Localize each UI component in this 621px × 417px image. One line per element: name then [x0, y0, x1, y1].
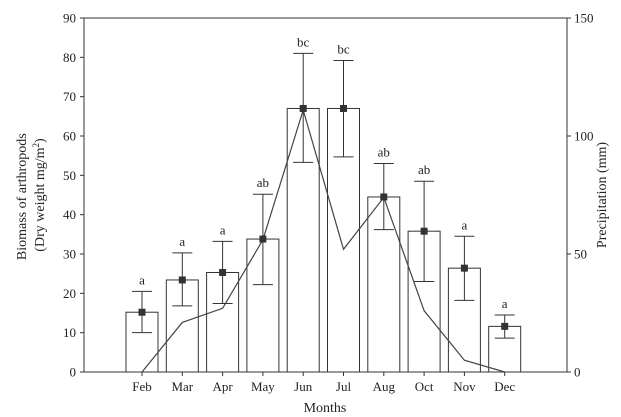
- mean-point-apr: [219, 268, 227, 276]
- y-tick-label-30: 30: [63, 247, 76, 262]
- y2-tick-label-50: 50: [574, 247, 587, 262]
- y-tick-label-20: 20: [63, 286, 76, 301]
- significance-label-jun: bc: [297, 34, 310, 49]
- mean-point-aug: [380, 193, 388, 201]
- y-tick-label-90: 90: [63, 11, 76, 26]
- significance-label-oct: ab: [418, 162, 430, 177]
- x-tick-label-nov: Nov: [453, 379, 476, 394]
- y-tick-label-0: 0: [70, 365, 77, 380]
- x-tick-label-apr: Apr: [212, 379, 233, 394]
- significance-label-may: ab: [257, 175, 269, 190]
- mean-point-oct: [420, 227, 428, 235]
- x-tick-label-may: May: [251, 379, 275, 394]
- y-axis-title: Biomass of arthropods (Dry weight mg/m2): [15, 130, 48, 260]
- x-tick-label-oct: Oct: [415, 379, 434, 394]
- significance-label-jul: bc: [337, 41, 350, 56]
- x-axis-title: Months: [304, 401, 347, 416]
- y-axis-title-superscript: 2: [31, 143, 41, 148]
- y-axis-title-line2: (Dry weight mg/m: [33, 147, 48, 251]
- significance-label-apr: a: [220, 222, 226, 237]
- significance-labels-layer: a a a ab bc bc ab ab a a: [139, 34, 508, 311]
- y-tick-label-50: 50: [63, 168, 76, 183]
- significance-label-dec: a: [502, 296, 508, 311]
- bars-layer: [125, 107, 522, 373]
- x-tick-label-dec: Dec: [494, 379, 515, 394]
- y-axis-title-close: ): [33, 138, 48, 143]
- x-axis-ticks: Feb Mar Apr May Jun Jul Aug Oct Nov Dec: [132, 372, 515, 394]
- y-axis-title-line1: Biomass of arthropods: [15, 133, 30, 260]
- y2-axis-ticks: 0 50 100 150: [567, 11, 594, 380]
- precipitation-line-layer: [141, 107, 505, 373]
- mean-points-layer: [138, 104, 509, 330]
- x-tick-label-mar: Mar: [171, 379, 193, 394]
- y-tick-label-40: 40: [63, 207, 76, 222]
- y-tick-label-70: 70: [63, 89, 76, 104]
- mean-point-may: [259, 235, 267, 243]
- mean-point-jul: [340, 104, 347, 112]
- y2-tick-label-100: 100: [574, 129, 594, 144]
- x-tick-label-jun: Jun: [294, 379, 313, 394]
- y-tick-label-80: 80: [63, 50, 76, 65]
- y-axis-ticks: 0 10 20 30 40 50 60 70 80 90: [63, 11, 84, 380]
- y2-tick-label-150: 150: [574, 11, 594, 26]
- mean-point-jun: [299, 104, 307, 112]
- significance-label-aug: ab: [378, 145, 390, 160]
- y-tick-label-60: 60: [63, 129, 76, 144]
- significance-label-nov: a: [462, 217, 468, 232]
- mean-point-dec: [501, 322, 509, 330]
- y2-axis-title: Precipitation (mm): [595, 142, 610, 248]
- x-tick-label-feb: Feb: [132, 379, 152, 394]
- y-tick-label-10: 10: [63, 325, 76, 340]
- x-tick-label-aug: Aug: [373, 379, 396, 394]
- y2-tick-label-0: 0: [574, 365, 581, 380]
- mean-point-mar: [178, 276, 186, 284]
- precipitation-line: [141, 107, 505, 373]
- significance-label-feb: a: [139, 272, 145, 287]
- mean-point-feb: [138, 308, 146, 316]
- mean-point-nov: [460, 264, 468, 272]
- x-tick-label-jul: Jul: [336, 379, 352, 394]
- significance-label-mar: a: [179, 234, 185, 249]
- plot-frame: [83, 17, 568, 373]
